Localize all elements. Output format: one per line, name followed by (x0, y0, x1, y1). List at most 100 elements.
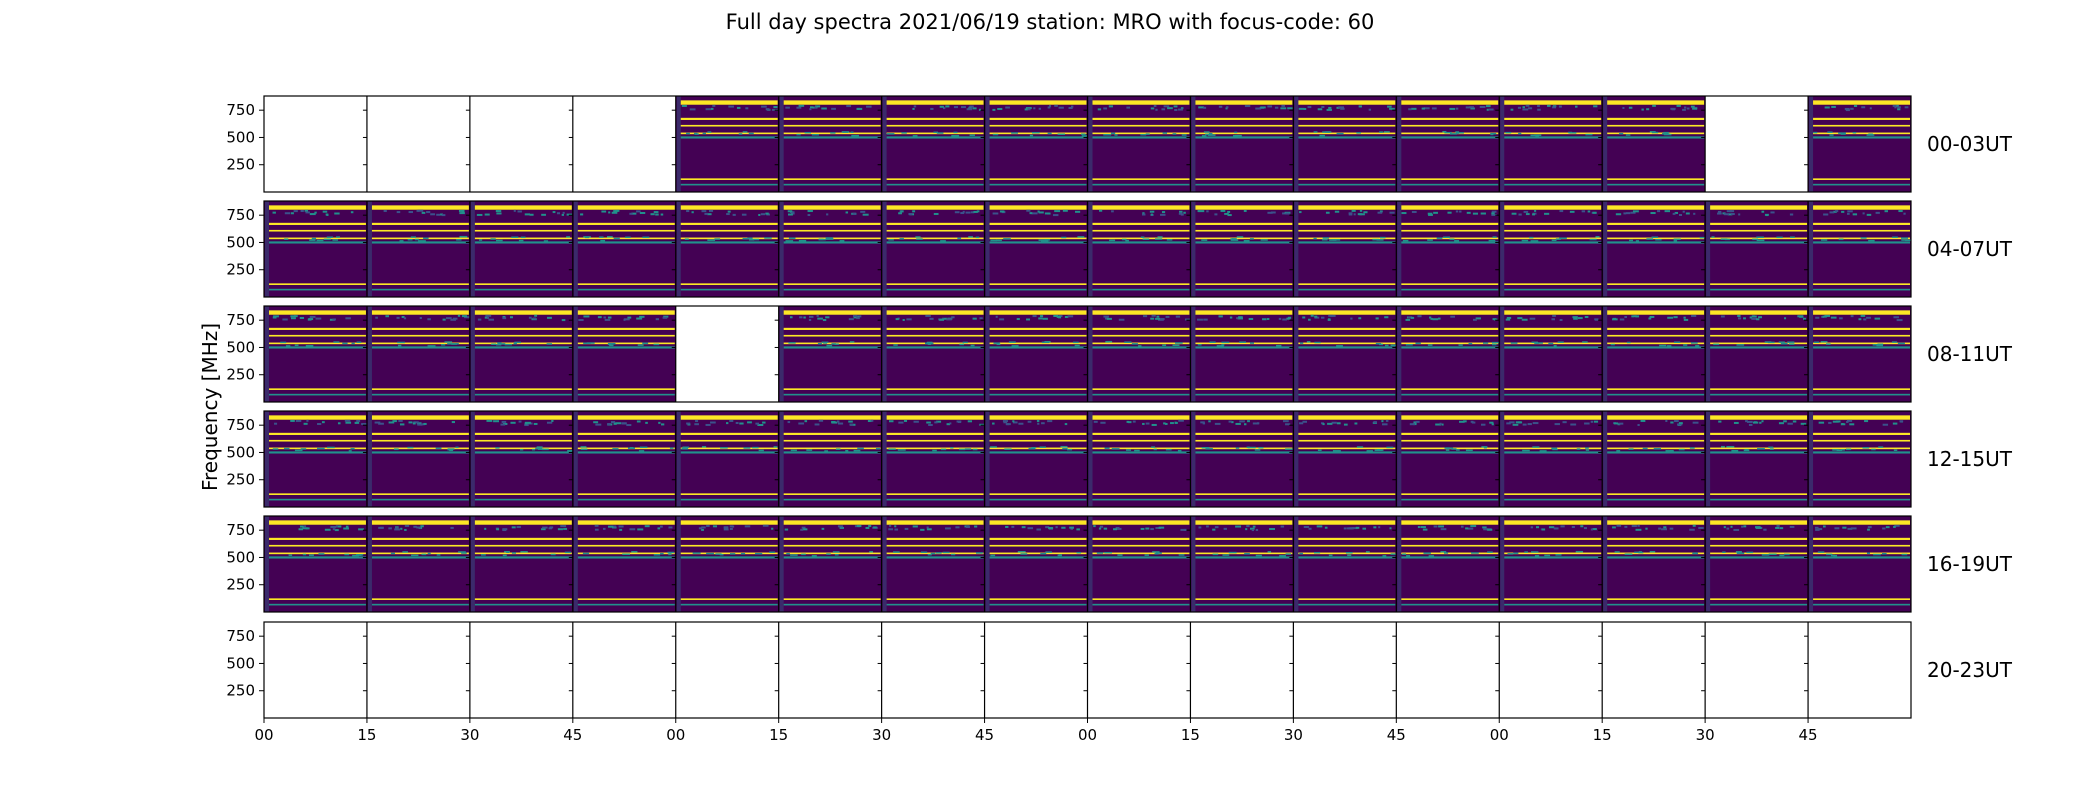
frequency-band (1710, 544, 1808, 547)
noise-speck (809, 108, 812, 111)
noise-speck (1585, 449, 1590, 451)
frequency-band (680, 183, 778, 186)
noise-speck (314, 211, 317, 214)
noise-speck (1530, 240, 1539, 242)
y-tick-label: 250 (226, 366, 255, 384)
noise-speck (826, 213, 829, 216)
spectrum-cell (1602, 516, 1706, 612)
noise-speck (1278, 317, 1282, 320)
frequency-band (989, 288, 1087, 291)
noise-speck (870, 419, 874, 422)
spectrum-background (1293, 306, 1397, 402)
frequency-band (1607, 237, 1705, 240)
noise-speck (546, 421, 553, 424)
noise-speck (705, 423, 711, 426)
noise-speck (1032, 315, 1037, 318)
frequency-band (1607, 451, 1705, 454)
noise-speck (1761, 420, 1764, 423)
noise-speck (1104, 317, 1109, 320)
noise-speck (1402, 553, 1407, 555)
noise-speck (1458, 344, 1463, 346)
noise-speck (1905, 239, 1911, 242)
frequency-band (1504, 310, 1602, 315)
spectrum-gap (1809, 201, 1814, 297)
noise-speck (1027, 108, 1031, 111)
noise-speck (567, 450, 574, 452)
frequency-band (1504, 237, 1602, 240)
frequency-band (783, 498, 881, 501)
noise-speck (1060, 445, 1068, 448)
noise-speck (1490, 132, 1497, 135)
spectrum-gap (985, 516, 990, 612)
frequency-band (783, 447, 881, 450)
noise-speck (1845, 448, 1852, 451)
spectrum-cell (1602, 411, 1706, 507)
noise-speck (657, 527, 661, 530)
noise-speck (1322, 423, 1325, 426)
noise-speck (1557, 341, 1564, 343)
spectrum-gap (882, 411, 887, 507)
frequency-band (886, 178, 984, 180)
noise-speck (1784, 553, 1790, 556)
noise-speck (1198, 106, 1205, 109)
noise-speck (1454, 240, 1460, 242)
noise-speck (1490, 133, 1494, 136)
noise-speck (1529, 236, 1534, 239)
frequency-band (1710, 334, 1808, 337)
noise-speck (1663, 131, 1669, 134)
noise-speck (839, 240, 845, 242)
noise-speck (934, 421, 938, 424)
noise-speck (1422, 528, 1428, 531)
frequency-band (989, 178, 1087, 180)
noise-speck (653, 211, 659, 214)
frequency-band (1813, 100, 1910, 105)
noise-speck (1761, 210, 1765, 213)
noise-speck (309, 554, 314, 556)
noise-speck (500, 423, 506, 426)
noise-speck (1759, 421, 1762, 424)
noise-speck (1420, 526, 1426, 529)
noise-speck (970, 344, 975, 347)
noise-speck (1830, 554, 1835, 557)
frequency-band (1710, 222, 1808, 225)
frequency-band (680, 241, 778, 244)
noise-speck (1799, 315, 1804, 318)
spectrum-gap (573, 516, 578, 612)
spectrum-background (1293, 201, 1397, 297)
noise-speck (1202, 422, 1206, 425)
frequency-band (1195, 229, 1293, 232)
frequency-band (680, 432, 778, 435)
noise-speck (1276, 344, 1282, 347)
noise-speck (1779, 527, 1784, 530)
noise-speck (1411, 211, 1417, 214)
noise-speck (1751, 317, 1758, 320)
frequency-band (1195, 447, 1293, 450)
noise-speck (1489, 421, 1494, 424)
noise-speck (1052, 214, 1059, 217)
frequency-band (783, 537, 881, 540)
noise-speck (1846, 420, 1849, 423)
noise-speck (334, 212, 340, 215)
noise-speck (1220, 209, 1226, 212)
noise-speck (307, 318, 312, 321)
frequency-band (783, 603, 881, 606)
spectrum-cell (1087, 411, 1191, 507)
frequency-band (1092, 183, 1190, 186)
noise-speck (1482, 526, 1487, 529)
noise-speck (691, 211, 694, 214)
noise-speck (1440, 551, 1447, 553)
noise-speck (824, 450, 829, 452)
noise-speck (1431, 107, 1437, 110)
noise-speck (1838, 132, 1846, 134)
noise-speck (541, 448, 549, 451)
noise-speck (689, 108, 696, 111)
frequency-band (680, 136, 778, 139)
noise-speck (441, 344, 446, 346)
noise-speck (1833, 210, 1837, 213)
noise-speck (1789, 213, 1794, 216)
noise-speck (1803, 317, 1807, 320)
noise-speck (1470, 525, 1477, 528)
frequency-band (577, 327, 675, 330)
